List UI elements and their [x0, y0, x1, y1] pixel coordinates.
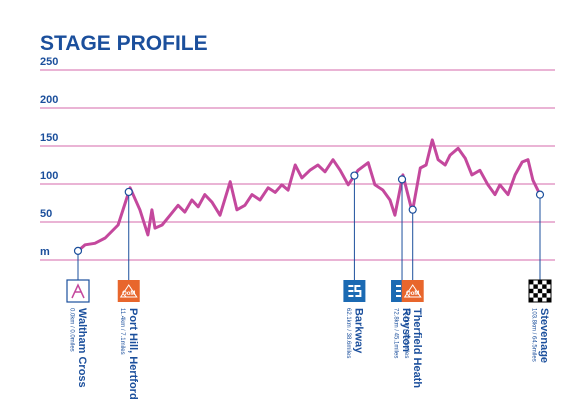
- finish-square: [546, 297, 551, 302]
- y-tick-label: 100: [40, 170, 58, 182]
- chart-title: STAGE PROFILE: [40, 32, 208, 55]
- qom-badge: QoM: [122, 291, 135, 297]
- finish-square: [542, 284, 547, 289]
- waypoint-dot: [535, 190, 545, 199]
- waypoint-distance: 103.8km / 64.5miles: [530, 308, 536, 362]
- elevation-line: [77, 138, 542, 253]
- waypoint-dot: [124, 187, 133, 197]
- finish-square: [533, 293, 538, 298]
- waypoint-dot: [397, 175, 407, 184]
- waypoint-dot: [350, 171, 359, 180]
- finish-square: [533, 284, 538, 289]
- waypoint-name: Waltham Cross: [76, 308, 88, 388]
- waypoint-name: Port Hill, Hertford: [127, 308, 139, 400]
- finish-square: [546, 288, 551, 294]
- finish-square: [529, 288, 534, 294]
- waypoint-distance: 0.0km / 0.0miles: [68, 308, 74, 352]
- sprint-mark: [348, 285, 362, 297]
- waypoint-dot: [408, 205, 417, 214]
- finish-square: [537, 288, 543, 294]
- y-tick-label: 50: [40, 208, 52, 220]
- finish-square: [529, 280, 534, 285]
- waypoint-distance: 72.8km / 45.1miles: [392, 308, 398, 358]
- y-tick-label: 250: [40, 56, 58, 68]
- waypoint-distance: 75.2km / 46.8miles: [403, 308, 409, 358]
- start-flag: [71, 283, 85, 299]
- sprint-mark: [396, 285, 410, 297]
- waypoint-dot: [73, 246, 83, 255]
- waypoint-name: Royston: [400, 308, 412, 352]
- finish-square: [529, 297, 534, 302]
- finish-square: [537, 297, 543, 302]
- finish-square: [537, 280, 543, 285]
- y-tick-label: m: [40, 246, 50, 258]
- finish-square: [546, 280, 551, 285]
- finish-square: [542, 293, 547, 298]
- y-tick-label: 150: [40, 132, 58, 144]
- y-tick-label: 200: [40, 94, 58, 106]
- waypoint-name: Barkway: [352, 308, 364, 354]
- qom-mountain: [119, 284, 138, 298]
- waypoint-distance: 62.1km / 38.6miles: [345, 308, 351, 358]
- waypoint-name: Stevenage: [538, 308, 550, 363]
- qom-badge: QoM: [406, 291, 419, 297]
- waypoint-distance: 11.4km / 7.1miles: [119, 308, 125, 355]
- qom-mountain: [403, 284, 422, 298]
- waypoint-name: Therfield Heath: [411, 308, 423, 388]
